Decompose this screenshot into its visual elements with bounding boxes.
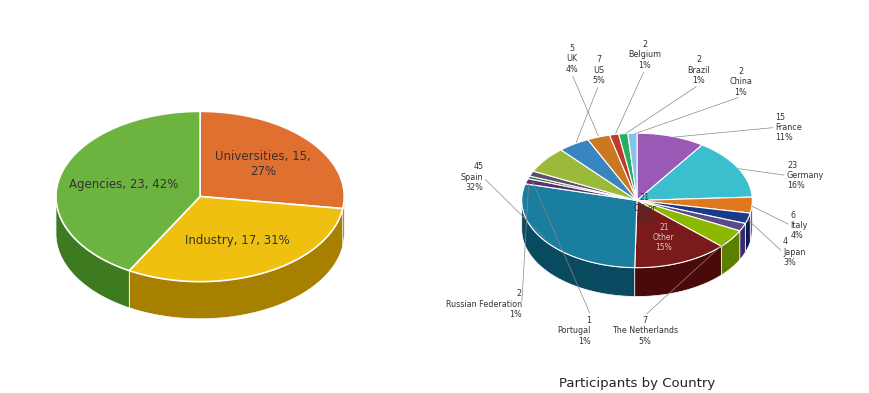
Text: 2
Brazil
1%: 2 Brazil 1%: [687, 55, 709, 85]
Polygon shape: [561, 140, 636, 200]
Polygon shape: [720, 231, 739, 275]
Text: 23
Germany
16%: 23 Germany 16%: [786, 161, 823, 190]
Text: 21
Other
15%: 21 Other 15%: [653, 223, 674, 252]
Polygon shape: [56, 196, 129, 308]
Polygon shape: [129, 196, 342, 282]
Polygon shape: [749, 200, 752, 242]
Polygon shape: [634, 200, 720, 268]
Polygon shape: [529, 171, 636, 200]
Text: 6
Italy
4%: 6 Italy 4%: [790, 211, 807, 240]
Polygon shape: [533, 150, 636, 200]
Text: 5
UK
4%: 5 UK 4%: [565, 44, 577, 73]
Text: 2
China
1%: 2 China 1%: [728, 67, 752, 97]
Polygon shape: [627, 133, 636, 200]
Polygon shape: [636, 200, 739, 246]
Polygon shape: [636, 200, 749, 224]
Text: 1
Portugal
1%: 1 Portugal 1%: [557, 316, 590, 345]
Polygon shape: [342, 197, 344, 246]
Polygon shape: [636, 197, 752, 213]
Polygon shape: [618, 133, 636, 200]
Text: 21
Other
15%: 21 Other 15%: [633, 193, 655, 223]
Polygon shape: [636, 133, 701, 200]
Polygon shape: [527, 176, 636, 200]
Text: 45
Spain
32%: 45 Spain 32%: [461, 162, 483, 192]
Text: 7
The Netherlands
5%: 7 The Netherlands 5%: [611, 316, 677, 345]
Polygon shape: [587, 135, 636, 200]
Text: 2
Russian Federation
1%: 2 Russian Federation 1%: [445, 289, 521, 319]
Polygon shape: [636, 200, 745, 231]
Polygon shape: [56, 111, 200, 271]
Polygon shape: [609, 134, 636, 200]
Text: 2
Belgium
1%: 2 Belgium 1%: [627, 40, 660, 70]
Polygon shape: [739, 224, 745, 260]
Text: 4
Japan
3%: 4 Japan 3%: [782, 237, 805, 267]
Polygon shape: [129, 209, 342, 319]
Polygon shape: [636, 145, 752, 200]
Polygon shape: [745, 213, 749, 252]
Text: 15
France
11%: 15 France 11%: [774, 112, 801, 142]
Polygon shape: [521, 184, 636, 268]
Text: Participants by Country: Participants by Country: [558, 377, 714, 390]
Text: Universities, 15,
27%: Universities, 15, 27%: [216, 150, 311, 178]
Text: Industry, 17, 31%: Industry, 17, 31%: [184, 234, 289, 247]
Text: 7
US
5%: 7 US 5%: [592, 55, 604, 85]
Polygon shape: [634, 246, 720, 296]
Text: Agencies, 23, 42%: Agencies, 23, 42%: [69, 178, 178, 191]
Polygon shape: [525, 179, 636, 200]
Polygon shape: [200, 111, 344, 209]
Polygon shape: [521, 201, 634, 296]
